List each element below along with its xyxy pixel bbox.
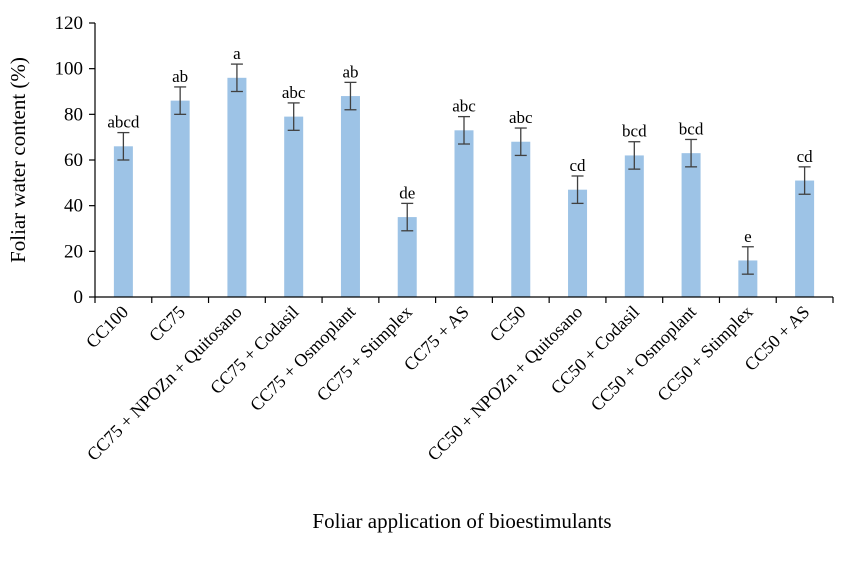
bar bbox=[624, 155, 644, 297]
bar bbox=[340, 96, 360, 297]
y-tick-label: 20 bbox=[64, 241, 83, 262]
error-bar bbox=[571, 175, 584, 205]
bar bbox=[568, 189, 588, 297]
bar bbox=[454, 130, 474, 297]
error-bar bbox=[344, 81, 357, 111]
x-category-label: CC75 + Stimplex bbox=[313, 302, 416, 405]
significance-letter: cd bbox=[570, 156, 587, 175]
bar bbox=[113, 146, 133, 297]
y-tick-label: 60 bbox=[64, 150, 83, 171]
error-bar bbox=[174, 86, 187, 115]
y-axis-ticks: 0 20 40 60 80 100 120 bbox=[55, 13, 95, 308]
bar bbox=[284, 116, 304, 297]
bars-group bbox=[113, 77, 815, 297]
y-tick-label: 40 bbox=[64, 196, 83, 217]
error-bar bbox=[514, 127, 527, 157]
x-category-label: CC50 bbox=[486, 302, 530, 346]
bar bbox=[511, 141, 531, 297]
error-bar bbox=[458, 115, 470, 145]
x-category-label: CC50 + Stimplex bbox=[653, 302, 756, 405]
x-axis-ticks bbox=[94, 297, 834, 303]
significance-letter: abc bbox=[282, 83, 306, 102]
y-tick-label: 120 bbox=[55, 13, 84, 34]
bar bbox=[795, 180, 815, 297]
significance-letter: e bbox=[744, 227, 752, 246]
significance-letter: bcd bbox=[622, 122, 647, 141]
x-axis-title: Foliar application of bioestimulants bbox=[312, 509, 611, 533]
significance-letter: bcd bbox=[679, 119, 704, 138]
error-bar bbox=[685, 138, 698, 168]
significance-letter: a bbox=[233, 44, 241, 63]
significance-letter: abc bbox=[452, 97, 476, 116]
significance-letter: de bbox=[399, 183, 415, 202]
bar bbox=[738, 260, 758, 297]
bar bbox=[397, 217, 417, 297]
x-category-label: CC50 + Osmoplant bbox=[587, 302, 700, 415]
x-category-label: CC75 bbox=[145, 302, 189, 346]
x-category-label: CC100 bbox=[82, 302, 132, 352]
bar bbox=[170, 100, 190, 297]
error-bar bbox=[230, 63, 243, 93]
bar bbox=[227, 77, 247, 297]
y-tick-label: 80 bbox=[64, 104, 83, 125]
y-tick-label: 0 bbox=[74, 287, 84, 308]
significance-letter: abcd bbox=[107, 113, 140, 132]
significance-letter: cd bbox=[797, 147, 814, 166]
significance-letter: ab bbox=[172, 67, 188, 86]
error-bar bbox=[117, 131, 130, 161]
error-bar bbox=[628, 141, 641, 170]
x-category-label: CC75 + Osmoplant bbox=[246, 302, 359, 415]
significance-letters-group: abcd ab a abc ab de abc abc cd bcd bcd e cd bbox=[107, 44, 813, 246]
bar bbox=[681, 153, 701, 297]
y-axis-title: Foliar water content (%) bbox=[6, 57, 30, 263]
error-bar bbox=[287, 102, 300, 131]
error-bar bbox=[798, 166, 811, 195]
error-bar bbox=[741, 246, 754, 275]
significance-letter: abc bbox=[509, 108, 533, 127]
y-tick-label: 100 bbox=[55, 59, 84, 80]
error-bars-group bbox=[117, 63, 811, 275]
error-bar bbox=[401, 202, 414, 232]
significance-letter: ab bbox=[342, 62, 358, 81]
